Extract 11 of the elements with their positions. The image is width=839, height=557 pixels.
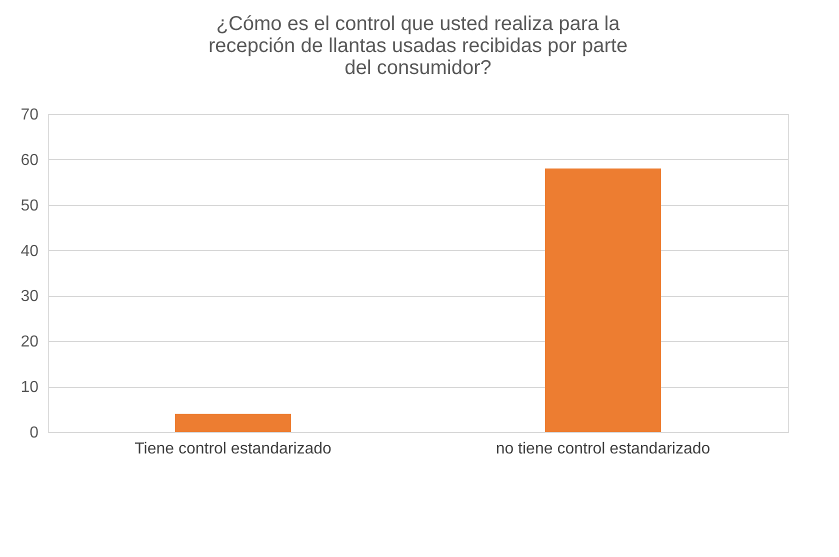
y-tick-label: 70: [20, 106, 39, 124]
y-tick-label: 20: [20, 334, 39, 351]
y-tick-label: 60: [20, 152, 39, 169]
y-tick-label: 10: [20, 379, 39, 396]
y-tick-label: 50: [20, 197, 39, 214]
x-tick-label: no tiene control estandarizado: [496, 440, 710, 458]
y-tick-label: 30: [20, 288, 39, 306]
y-tick-label: 0: [30, 424, 39, 442]
x-tick-label: Tiene control estandarizado: [134, 440, 332, 458]
y-tick-label: 40: [20, 242, 39, 260]
chart-title: ¿Cómo es el control que usted realiza para la recepción de llantas usadas recibidas por parte del consumidor?: [208, 13, 628, 79]
